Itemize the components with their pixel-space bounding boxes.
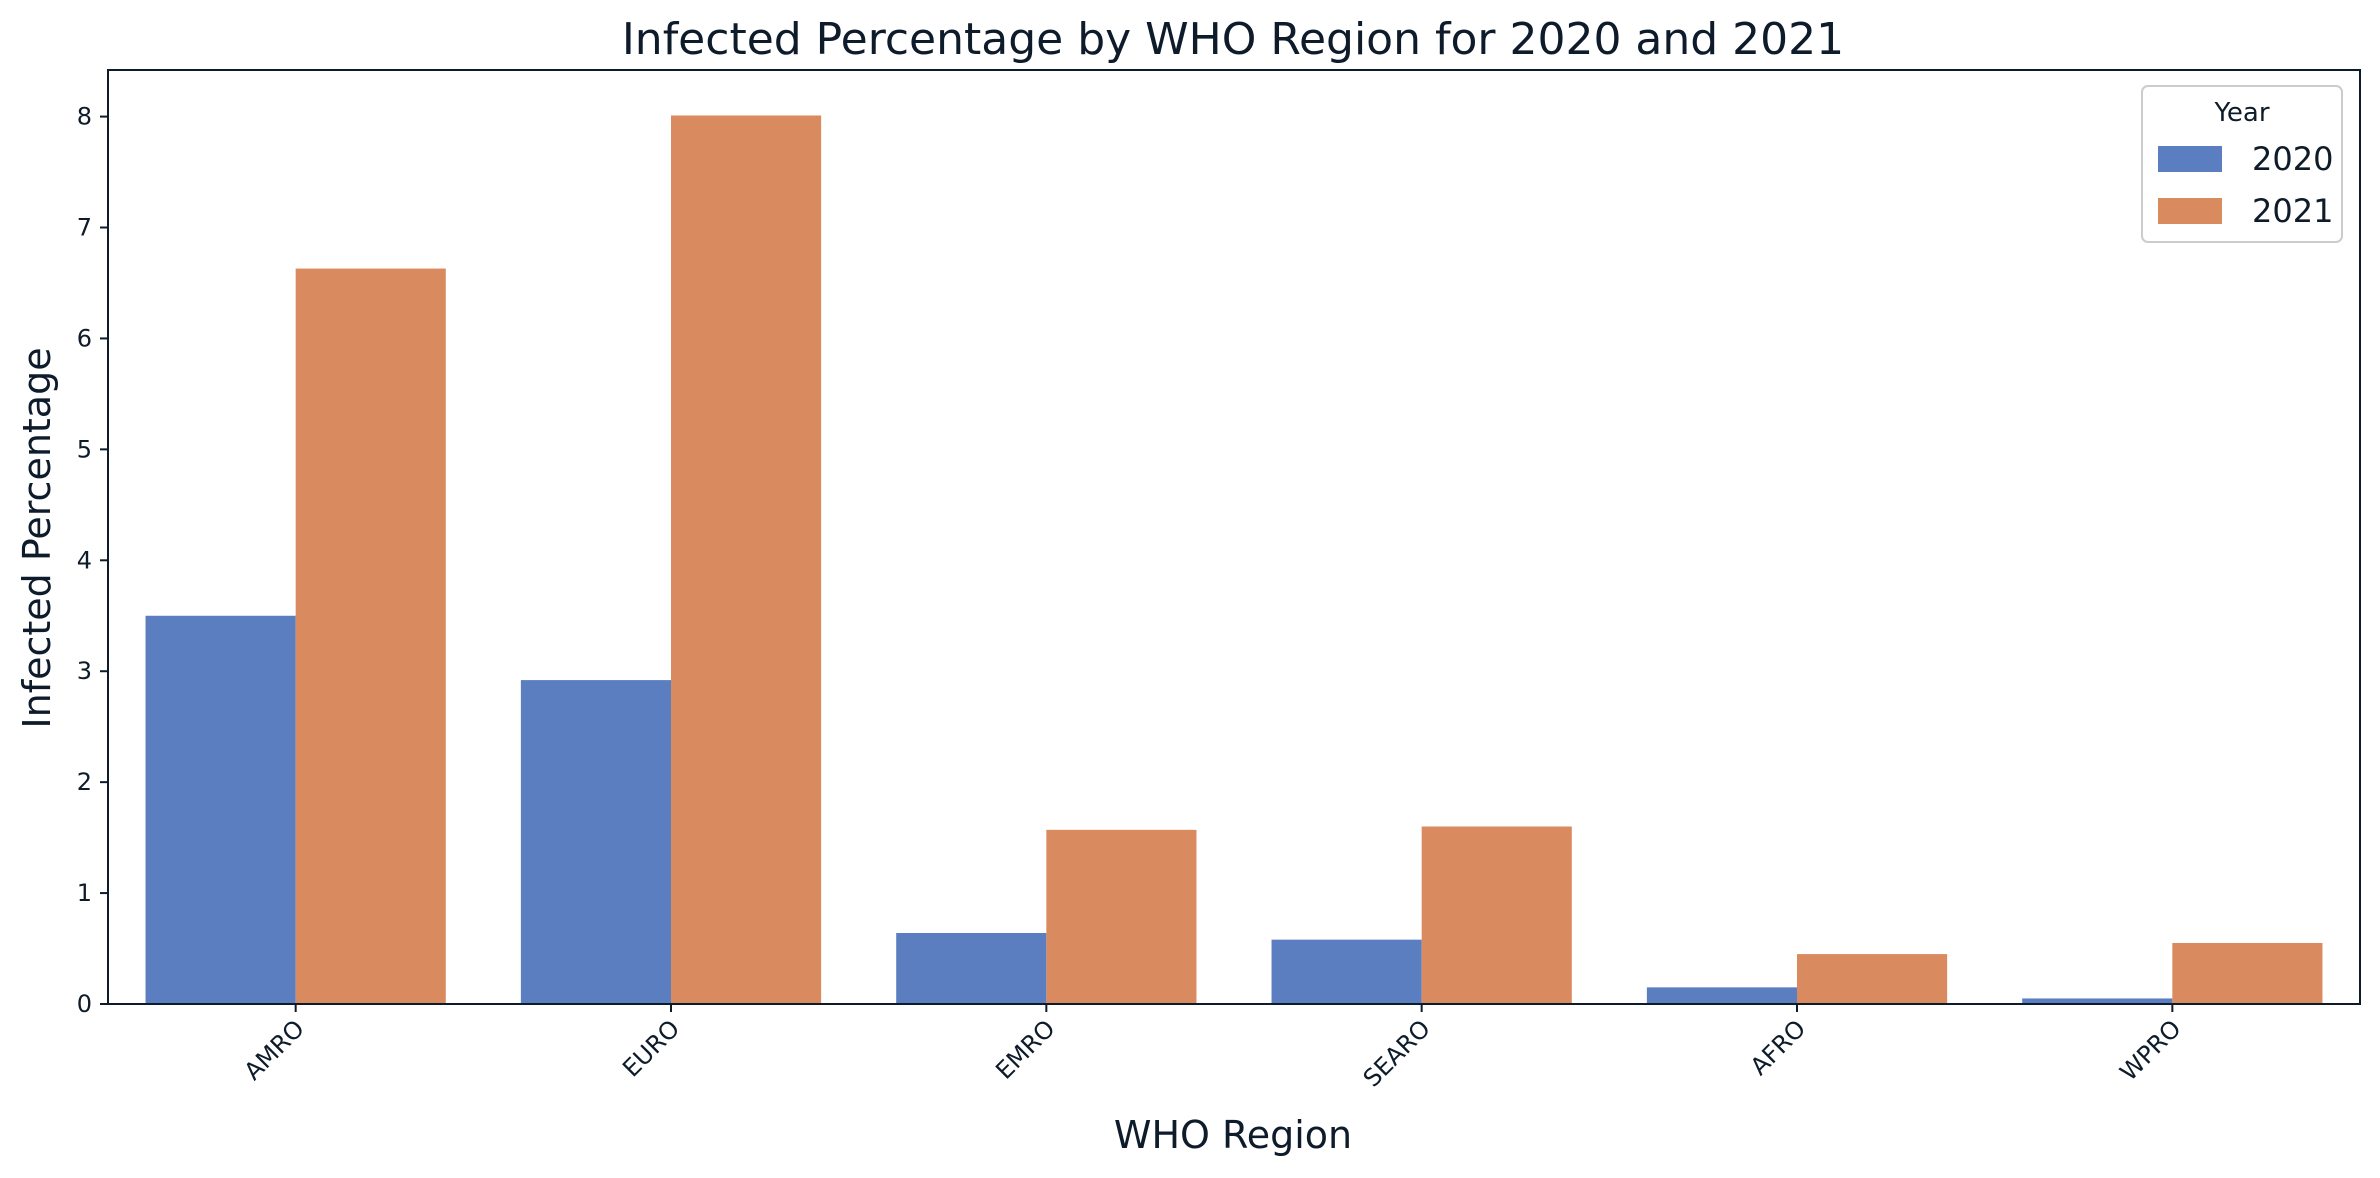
legend-label-2020: 2020	[2252, 140, 2333, 178]
bar-wpro-2021	[2172, 942, 2323, 1004]
y-tick-label-7: 7	[77, 214, 92, 242]
x-axis: AMRO EURO EMRO SEARO AFRO WPRO	[239, 1004, 2187, 1093]
y-axis-title: Infected Percentage	[15, 347, 59, 728]
x-tick-label-euro: EURO	[617, 1014, 685, 1082]
chart-title: Infected Percentage by WHO Region for 20…	[622, 14, 1844, 65]
x-tick-label-amro: AMRO	[239, 1014, 310, 1085]
legend-title: Year	[2213, 98, 2269, 128]
bar-amro-2020	[145, 615, 296, 1004]
bars-group	[145, 115, 2323, 1005]
plot-frame	[107, 69, 2361, 1005]
x-tick-label-searo: SEARO	[1358, 1014, 1436, 1092]
legend-items: 2020 2021	[2158, 140, 2333, 230]
y-tick-label-0: 0	[77, 990, 92, 1018]
bar-wpro-2020	[2022, 998, 2173, 1004]
bar-searo-2020	[1271, 939, 1422, 1004]
bar-searo-2021	[1421, 826, 1572, 1004]
legend-label-2021: 2021	[2252, 192, 2333, 230]
x-axis-title: WHO Region	[1114, 1113, 1352, 1157]
x-tick-label-wpro: WPRO	[2115, 1014, 2187, 1086]
bar-emro-2021	[1046, 829, 1197, 1004]
x-tick-label-emro: EMRO	[990, 1014, 1060, 1084]
bar-amro-2021	[295, 268, 446, 1004]
y-tick-label-2: 2	[77, 768, 92, 796]
x-tick-label-afro: AFRO	[1745, 1014, 1811, 1080]
bar-euro-2021	[671, 115, 822, 1005]
y-tick-label-3: 3	[77, 657, 92, 685]
y-tick-label-5: 5	[77, 435, 92, 463]
bar-euro-2020	[520, 680, 671, 1004]
y-tick-label-1: 1	[77, 879, 92, 907]
y-axis: 0 1 2 3 4 5 6 7 8	[77, 103, 108, 1018]
legend-swatch-2020	[2158, 146, 2222, 172]
bar-afro-2020	[1646, 987, 1797, 1004]
y-tick-label-8: 8	[77, 103, 92, 131]
y-tick-label-4: 4	[77, 546, 92, 574]
legend-swatch-2021	[2158, 198, 2222, 224]
y-tick-label-6: 6	[77, 324, 92, 352]
legend: Year 2020 2021	[2141, 85, 2343, 243]
bar-afro-2021	[1797, 954, 1948, 1004]
bar-emro-2020	[896, 933, 1047, 1004]
